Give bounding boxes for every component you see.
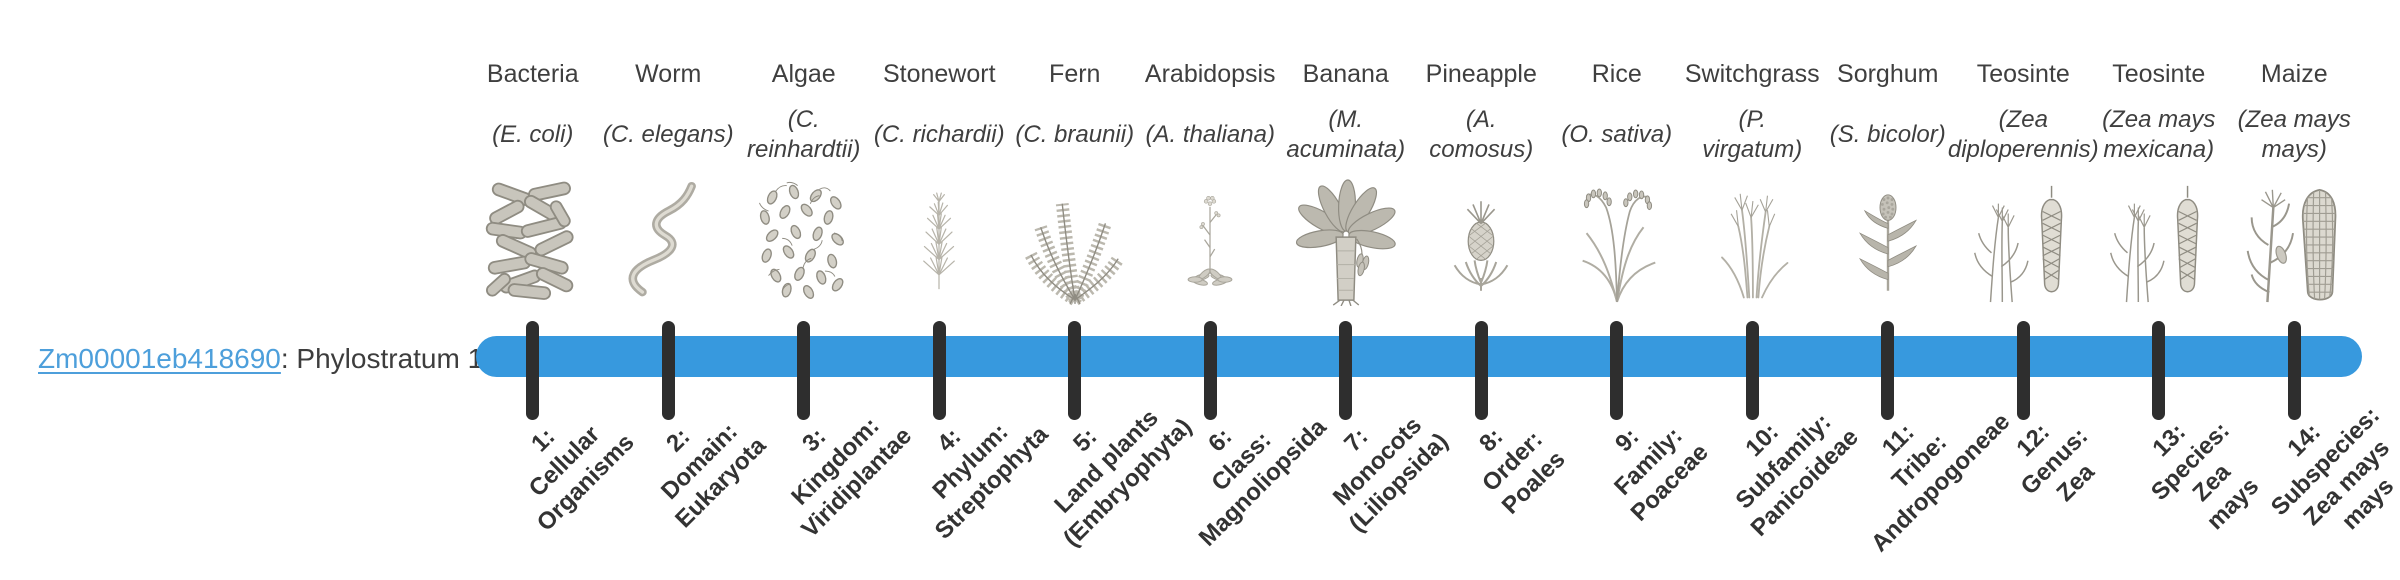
worm-icon (628, 181, 697, 297)
banana-icon (1295, 179, 1396, 306)
organism-common-name: Banana (1302, 60, 1389, 88)
stratum-tick-mark (1339, 321, 1353, 420)
organism-common-name: Arabidopsis (1144, 60, 1276, 88)
arabidopsis-illustration (1133, 176, 1288, 306)
banana-illustration (1268, 176, 1423, 306)
fern-icon (1024, 203, 1124, 306)
sorghum-icon (1858, 194, 1917, 291)
stratum-tick-mark (1474, 321, 1488, 420)
organism-common-name: Maize (2260, 60, 2328, 88)
stratum-tick-mark (2287, 321, 2301, 420)
rice-illustration (1539, 176, 1694, 306)
organism-species-name: (O. sativa) (1561, 121, 1673, 148)
organism-species-name: (Zea mays mexicana) (2102, 106, 2216, 163)
organism-species-name: (E. coli) (492, 121, 574, 148)
stratum-tick-mark (1881, 321, 1895, 420)
organism-common-name: Teosinte (1976, 60, 2070, 88)
organism-common-name: Stonewort (882, 60, 996, 88)
stratum-column: Stonewort (C. richardii) 4: Phylum: Stre… (872, 0, 1054, 580)
organism-common-name: Rice (1591, 60, 1642, 88)
organism-common-name: Sorghum (1837, 60, 1939, 88)
stonewort-illustration (862, 176, 1017, 306)
stratum-column: Algae (C. reinhardtii) 3: Kingdom: Virid… (736, 0, 917, 580)
stratum-column: Fern (C. braunii) 5: Land plants (Embryo… (1007, 0, 1196, 580)
organism-species-name: (C. reinhardtii) (747, 106, 861, 163)
stratum-tick-mark (1068, 321, 1082, 420)
stratum-tick-mark (1203, 321, 1217, 420)
teosinte-icon (1974, 185, 2063, 303)
organism-species-name: (S. bicolor) (1829, 121, 1946, 148)
phylostratum-bar (476, 336, 2362, 377)
teosinte-mexicana-icon (2109, 185, 2199, 303)
stratum-column: Rice (O. sativa) 9: Family: Poaceae (1549, 0, 1713, 580)
organism-species-name: (P. virgatum) (1702, 106, 1803, 163)
organism-species-name: (C. elegans) (602, 121, 734, 148)
stratum-column: Pineapple (A. comosus) 8: Order: Poales (1414, 0, 1571, 580)
organism-species-name: (A. comosus) (1429, 106, 1534, 163)
rice-icon (1582, 188, 1656, 303)
organism-common-name: Bacteria (486, 60, 579, 88)
stratum-tick-mark (2016, 321, 2030, 420)
stratum-rank-label: 14: Subspecies: Zea mays mays (2266, 401, 2400, 536)
stratum-tick-mark (661, 321, 675, 420)
pineapple-icon (1453, 201, 1509, 291)
maize-icon (2246, 188, 2337, 303)
stratum-column: Arabidopsis (A. thaliana) 6: Class: Magn… (1143, 0, 1332, 580)
stratum-tick-mark (797, 321, 811, 420)
organism-common-name: Algae (771, 60, 836, 88)
stratum-column: Maize (Zea mays mays) 14: Subspecies: Ze… (2227, 0, 2400, 580)
switchgrass-illustration (1675, 176, 1830, 306)
organism-common-name: Teosinte (2112, 60, 2206, 88)
stratum-column: Teosinte (Zea mays mexicana) 13: Species… (2091, 0, 2264, 580)
organism-species-name: (M. acuminata) (1286, 106, 1406, 163)
stratum-tick-mark (1745, 321, 1759, 420)
organism-common-name: Switchgrass (1684, 60, 1820, 88)
stratum-column: Worm (C. elegans) 2: Domain: Eukaryota (601, 0, 772, 580)
stonewort-icon (923, 192, 956, 290)
maize-illustration (2217, 176, 2372, 306)
teosinte-mexicana-illustration (2081, 176, 2236, 306)
stratum-column: Bacteria (E. coli) 1: Cellular Organisms (465, 0, 639, 580)
stratum-tick-mark (932, 321, 946, 420)
teosinte-illustration (1946, 176, 2101, 306)
organism-species-name: (A. thaliana) (1145, 121, 1275, 148)
stratum-column: Teosinte (Zea diploperennis) 12: Genus: … (1948, 0, 2100, 580)
organism-species-name: (Zea diploperennis) (1947, 106, 2099, 163)
algae-icon (758, 181, 844, 299)
gene-id-link[interactable]: Zm00001eb418690 (38, 343, 281, 374)
stratum-column: Switchgrass (P. virgatum) 10: Subfamily:… (1684, 0, 1864, 580)
organism-common-name: Worm (635, 60, 702, 88)
bacteria-icon (485, 181, 574, 300)
algae-illustration (726, 176, 881, 306)
organism-species-name: (C. richardii) (873, 121, 1005, 148)
arabidopsis-icon (1187, 196, 1233, 286)
organism-species-name: (Zea mays mays) (2237, 106, 2351, 163)
gene-label: Zm00001eb418690: Phylostratum 1 (38, 342, 483, 376)
organism-common-name: Pineapple (1425, 60, 1537, 88)
fern-illustration (997, 176, 1152, 306)
stratum-column: Sorghum (S. bicolor) 11: Tribe: Andropog… (1820, 0, 2015, 580)
organism-species-name: (C. braunii) (1015, 121, 1135, 148)
stratum-tick-mark (2152, 321, 2166, 420)
stratum-tick-mark (1610, 321, 1624, 420)
stratum-tick-mark (526, 321, 540, 420)
gene-phylostratum-text: : Phylostratum 1 (280, 343, 484, 374)
stratum-column: Banana (M. acuminata) 7: Monocots (Lilio… (1278, 0, 1453, 580)
bacteria-illustration (455, 176, 610, 306)
pineapple-illustration (1404, 176, 1559, 306)
sorghum-illustration (1810, 176, 1965, 306)
switchgrass-icon (1721, 193, 1789, 299)
worm-illustration (591, 176, 746, 306)
organism-common-name: Fern (1049, 60, 1101, 88)
